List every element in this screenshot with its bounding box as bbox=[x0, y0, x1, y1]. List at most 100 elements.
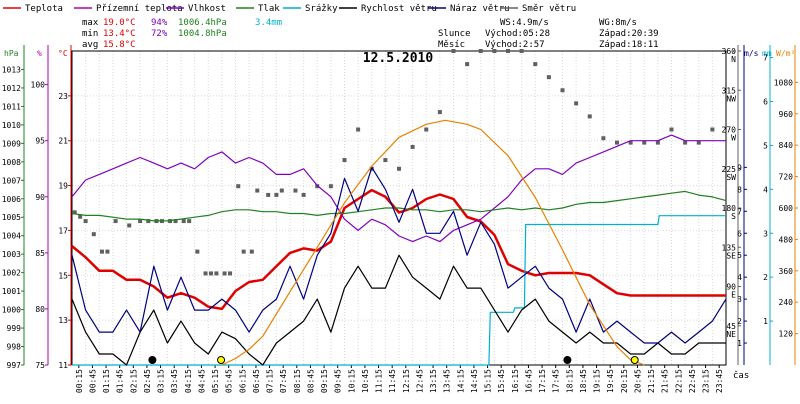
axis-tick-label: 4 bbox=[737, 273, 742, 282]
x-tick-label: 22:45 bbox=[688, 369, 697, 393]
axis-tick-label: 7 bbox=[763, 54, 768, 63]
x-tick-label: 23:45 bbox=[715, 369, 724, 393]
x-tick-label: 12:15 bbox=[402, 369, 411, 393]
x-tick-label: 08:45 bbox=[306, 369, 315, 393]
axis-tick-label: 1 bbox=[737, 339, 742, 348]
stat-max-rain: 3.4mm bbox=[255, 18, 282, 28]
x-tick-label: 22:15 bbox=[674, 369, 683, 393]
axes: hPa9979989991000100110021003100410051006… bbox=[2, 45, 798, 393]
axis-tick-label: 3 bbox=[763, 229, 768, 238]
wind-direction-point bbox=[274, 192, 279, 197]
stat-max-label: max bbox=[82, 18, 99, 28]
series-rychlost-větru bbox=[71, 254, 726, 366]
wind-direction-point bbox=[181, 219, 186, 224]
x-tick-label: 20:45 bbox=[633, 369, 642, 393]
axis-tick-label: SW bbox=[726, 173, 736, 182]
wind-direction-point bbox=[533, 62, 538, 67]
legend-label: Vlhkost bbox=[188, 4, 226, 14]
stat-avg-temp: 15.8°C bbox=[103, 40, 136, 50]
axis-tick-label: 1080 bbox=[774, 78, 793, 87]
wind-direction-point bbox=[342, 158, 347, 163]
stat-max-temp: 19.0°C bbox=[103, 18, 136, 28]
axis-unit-ms: m/s bbox=[744, 49, 759, 58]
axis-tick-label: 2 bbox=[737, 317, 742, 326]
axis-tick-label: NW bbox=[726, 94, 736, 103]
axis-tick-label: 17 bbox=[58, 226, 68, 235]
wind-direction-point bbox=[506, 49, 510, 53]
axis-tick-label: 270 bbox=[722, 126, 737, 135]
axis-unit-direction: ° bbox=[732, 49, 737, 58]
x-tick-label: 03:45 bbox=[170, 369, 179, 393]
x-tick-label: 17:15 bbox=[538, 369, 547, 393]
info-wg: WG:8m/s bbox=[599, 18, 637, 28]
axis-tick-label: 1007 bbox=[2, 176, 21, 185]
series-srážky bbox=[72, 215, 726, 366]
axis-tick-label: 180 bbox=[722, 204, 737, 213]
series-teplota bbox=[71, 188, 726, 311]
axis-tick-label: 999 bbox=[7, 324, 22, 333]
wind-direction-point bbox=[601, 136, 606, 141]
x-tick-label: 13:45 bbox=[443, 369, 452, 393]
legend: Teplota Přízemní teplota Vlhkost Tlak Srážky… bbox=[3, 4, 576, 14]
wind-direction-point bbox=[696, 140, 701, 145]
x-tick-label: 01:15 bbox=[102, 369, 111, 393]
wind-direction-point bbox=[397, 166, 401, 171]
x-tick-label: 19:15 bbox=[593, 369, 602, 393]
axis-tick-label: 720 bbox=[779, 173, 794, 182]
wind-direction-point bbox=[138, 219, 143, 224]
legend-label: Přízemní teplota bbox=[96, 4, 183, 14]
axis-tick-label: 15 bbox=[58, 271, 68, 280]
wind-direction-point bbox=[83, 219, 88, 224]
x-tick-label: 15:15 bbox=[484, 369, 493, 393]
axis-tick-label: 1002 bbox=[2, 269, 21, 278]
axis-tick-label: 7 bbox=[737, 207, 742, 216]
x-tick-label: 18:15 bbox=[565, 369, 574, 393]
axis-tick-label: 1013 bbox=[2, 65, 21, 74]
wind-direction-point bbox=[241, 249, 246, 254]
axis-tick-label: 120 bbox=[779, 330, 794, 339]
x-tick-label: 07:45 bbox=[279, 369, 288, 393]
x-tick-label: 03:15 bbox=[157, 369, 166, 393]
x-tick-label: 13:15 bbox=[429, 369, 438, 393]
wind-direction-point bbox=[451, 49, 456, 53]
info-panel: WS:4.9m/s WG:8m/s Slunce Východ:05:28 Zá… bbox=[438, 18, 659, 50]
axis-tick-label: 23 bbox=[58, 92, 68, 101]
axis-tick-label: 480 bbox=[779, 235, 794, 244]
wind-direction-point bbox=[410, 144, 415, 149]
axis-tick-label: 960 bbox=[779, 110, 794, 119]
wind-direction-point bbox=[146, 219, 151, 224]
axis-unit-hpa: hPa bbox=[4, 49, 19, 58]
plot-area bbox=[71, 49, 727, 366]
axis-tick-label: 1 bbox=[763, 317, 768, 326]
x-tick-label: 21:15 bbox=[647, 369, 656, 393]
axis-unit-percent: % bbox=[37, 49, 42, 58]
axis-tick-label: 6 bbox=[763, 98, 768, 107]
axis-tick-label: 13 bbox=[58, 316, 68, 325]
marker-sunrise bbox=[217, 356, 226, 364]
wind-direction-point bbox=[228, 271, 233, 276]
info-moon-label: Měsíc bbox=[438, 40, 465, 50]
series-radiace bbox=[221, 119, 645, 366]
wind-direction-point bbox=[560, 88, 565, 93]
x-tick-label: 18:45 bbox=[579, 369, 588, 393]
wind-direction-point bbox=[519, 49, 524, 53]
x-tick-label: 15:45 bbox=[497, 369, 506, 393]
wind-direction-point bbox=[78, 214, 83, 219]
legend-label: Tlak bbox=[258, 4, 280, 14]
axis-unit-radiation: W/m² bbox=[776, 49, 795, 58]
x-tick-label: 23:15 bbox=[702, 369, 711, 393]
wind-direction-point bbox=[99, 249, 104, 254]
stat-max-press: 1006.4hPa bbox=[178, 18, 227, 28]
axis-tick-label: S bbox=[731, 212, 736, 221]
marker-moonset bbox=[563, 356, 572, 364]
x-tick-label: 14:45 bbox=[470, 369, 479, 393]
series-tlak bbox=[71, 190, 727, 222]
wind-direction-point bbox=[710, 127, 715, 132]
x-tick-label: 12:45 bbox=[415, 369, 424, 393]
axis-tick-label: 1008 bbox=[2, 158, 21, 167]
wind-direction-point bbox=[266, 192, 271, 197]
wind-direction-point bbox=[208, 271, 213, 276]
x-axis-label: čas bbox=[733, 370, 749, 381]
axis-tick-label: 2 bbox=[763, 273, 768, 282]
